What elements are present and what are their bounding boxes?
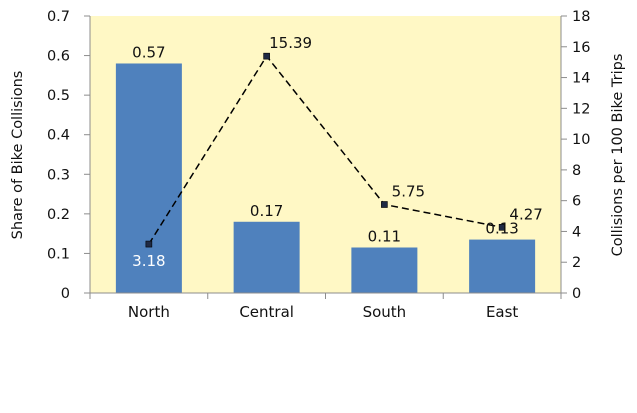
bars-layer (115, 63, 536, 293)
line-point (498, 223, 506, 231)
left-tick-label: 0.5 (47, 88, 70, 104)
right-tick-label: 8 (572, 163, 581, 179)
line-layer (145, 52, 506, 248)
left-tick-label: 0 (61, 286, 70, 302)
left-tick-label: 0.6 (47, 49, 70, 65)
right-tick-label: 4 (572, 224, 581, 240)
right-tick-label: 10 (572, 132, 590, 148)
left-tick-label: 0.3 (47, 167, 70, 183)
left-axis-title: Share of Bike Collisions (10, 71, 26, 240)
category-label: North (128, 303, 170, 321)
right-tick-label: 0 (572, 286, 581, 302)
labels-layer: 0.57 0.17 0.11 0.13 3.18 15.39 5.75 4.27 (132, 34, 543, 270)
right-tick-label: 2 (572, 255, 581, 271)
left-tick-label: 0.1 (47, 246, 70, 262)
bar (469, 239, 536, 293)
right-tick-label: 12 (572, 101, 590, 117)
right-axis-ticks: 0 2 4 6 8 10 12 14 16 18 (561, 9, 590, 302)
category-axis-ticks: North Central South East (89, 293, 562, 321)
line-point (381, 201, 388, 208)
category-label: South (363, 303, 407, 321)
category-label: Central (239, 303, 294, 321)
right-axis-title: Collisions per 100 Bike Trips (610, 54, 626, 257)
left-tick-label: 0.2 (47, 207, 70, 223)
left-tick-label: 0.7 (47, 9, 70, 25)
line-point (145, 240, 153, 248)
line-data-label: 3.18 (132, 252, 165, 270)
line-data-label: 4.27 (509, 205, 542, 223)
bar-data-label: 0.17 (250, 202, 283, 220)
bar-data-label: 0.13 (485, 220, 518, 238)
category-label: East (486, 303, 518, 321)
line-point (263, 52, 270, 60)
left-tick-label: 0.4 (47, 128, 70, 144)
right-tick-label: 14 (572, 71, 590, 87)
left-axis-ticks: 0 0.1 0.2 0.3 0.4 0.5 0.6 0.7 (47, 9, 90, 302)
bar (233, 221, 300, 293)
line-data-label: 15.39 (269, 34, 312, 52)
bar-data-label: 0.57 (132, 43, 165, 61)
bar (351, 247, 418, 293)
line-data-label: 5.75 (392, 183, 425, 201)
right-tick-label: 6 (572, 194, 581, 210)
bar (115, 63, 182, 293)
right-tick-label: 16 (572, 40, 590, 56)
line-series (148, 54, 503, 245)
right-tick-label: 18 (572, 9, 590, 25)
bar-data-label: 0.11 (368, 227, 401, 245)
